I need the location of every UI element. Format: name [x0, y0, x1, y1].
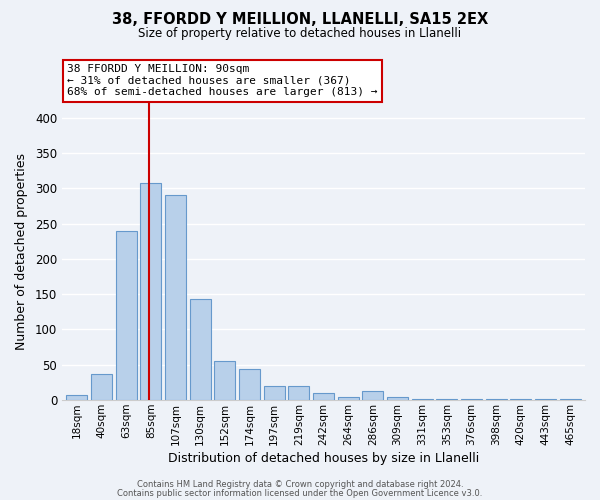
Bar [338, 396, 359, 400]
Bar [239, 369, 260, 400]
X-axis label: Distribution of detached houses by size in Llanelli: Distribution of detached houses by size … [168, 452, 479, 465]
Text: Contains public sector information licensed under the Open Government Licence v3: Contains public sector information licen… [118, 488, 482, 498]
Text: Contains HM Land Registry data © Crown copyright and database right 2024.: Contains HM Land Registry data © Crown c… [137, 480, 463, 489]
Bar [67, 394, 88, 400]
Text: Size of property relative to detached houses in Llanelli: Size of property relative to detached ho… [139, 28, 461, 40]
Bar [91, 374, 112, 400]
Bar [214, 362, 235, 400]
Bar [436, 398, 457, 400]
Bar [264, 386, 284, 400]
Bar [387, 396, 408, 400]
Bar [412, 398, 433, 400]
Bar [165, 196, 186, 400]
Bar [313, 393, 334, 400]
Text: 38, FFORDD Y MEILLION, LLANELLI, SA15 2EX: 38, FFORDD Y MEILLION, LLANELLI, SA15 2E… [112, 12, 488, 28]
Bar [362, 391, 383, 400]
Bar [190, 299, 211, 400]
Bar [289, 386, 310, 400]
Y-axis label: Number of detached properties: Number of detached properties [15, 154, 28, 350]
Bar [116, 230, 137, 400]
Bar [140, 182, 161, 400]
Text: 38 FFORDD Y MEILLION: 90sqm
← 31% of detached houses are smaller (367)
68% of se: 38 FFORDD Y MEILLION: 90sqm ← 31% of det… [67, 64, 378, 98]
